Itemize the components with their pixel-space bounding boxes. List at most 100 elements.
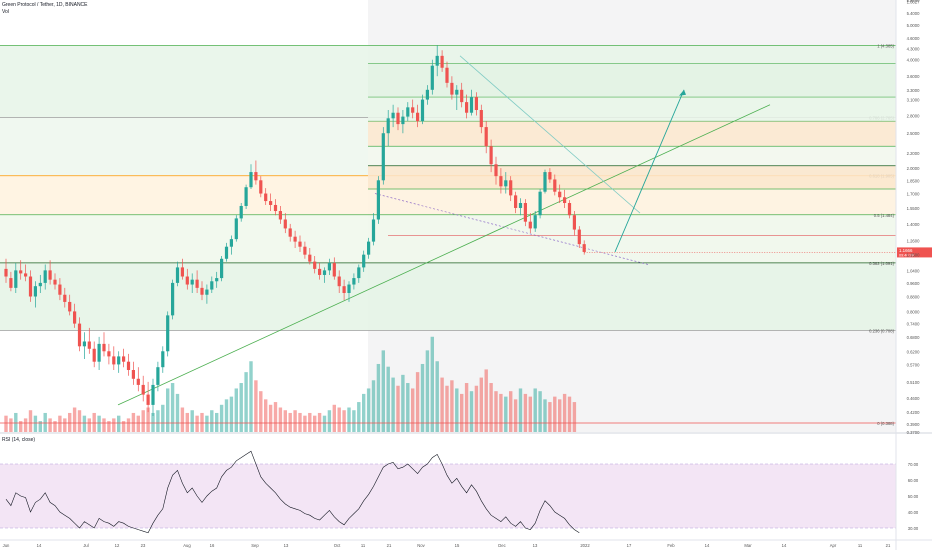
volume-bar <box>28 410 33 432</box>
candle-body <box>572 215 576 230</box>
volume-bar <box>43 412 47 432</box>
price-axis-tick: 4.6000 <box>907 36 920 41</box>
time-axis-tick: 21 <box>387 543 392 548</box>
volume-bar <box>126 418 131 432</box>
volume-bar <box>464 383 469 432</box>
candle-body <box>254 172 258 181</box>
candle-body <box>538 191 542 216</box>
volume-bar <box>543 399 547 432</box>
volume-bar <box>342 410 346 432</box>
volume-bar <box>528 396 532 432</box>
volume-bar <box>415 372 420 432</box>
volume-bar <box>450 380 454 432</box>
rsi-line <box>5 450 580 534</box>
volume-bar <box>332 404 336 432</box>
current-price-tag <box>897 247 932 258</box>
time-axis-tick: Mar <box>744 543 752 548</box>
candle-body <box>73 311 77 324</box>
candle-body <box>53 279 57 285</box>
candle-body <box>112 356 116 365</box>
candle-body <box>577 229 581 245</box>
time-axis-tick: 12 <box>115 543 120 548</box>
volume-bar <box>107 421 111 432</box>
candle-body <box>136 378 140 385</box>
volume-bar <box>538 391 542 432</box>
candle-body <box>107 351 111 357</box>
candle-body <box>440 55 444 68</box>
volume-bar <box>317 412 322 432</box>
volume-bar <box>308 412 312 432</box>
volume-bar <box>82 415 87 432</box>
volume-bar <box>298 412 302 432</box>
candle-body <box>322 270 327 275</box>
candle-body <box>175 267 180 283</box>
volume-bar <box>562 393 567 432</box>
volume-ref-label: 0 (0.388) <box>877 421 894 426</box>
price-axis-tick: 3.6000 <box>907 74 920 79</box>
volume-bar <box>396 385 400 432</box>
candle-body <box>523 203 527 222</box>
candle-body <box>77 323 82 347</box>
price-axis-tick: 1.0400 <box>907 268 920 273</box>
price-axis-tick: 3.1000 <box>907 98 920 103</box>
price-axis-tick: 0.4200 <box>907 410 920 415</box>
candle-body <box>308 254 312 262</box>
candle-body <box>391 112 395 119</box>
volume-bar <box>347 407 351 432</box>
volume-bar <box>244 372 248 432</box>
price-axis-tick: 2.5000 <box>907 131 920 136</box>
volume-bar <box>175 393 180 432</box>
candle-body <box>406 107 410 117</box>
time-axis-tick: Oct <box>334 543 341 548</box>
candle-body <box>445 67 449 83</box>
time-axis-tick: Nov <box>417 543 425 548</box>
candle-body <box>122 356 126 362</box>
volume-bar <box>278 407 283 432</box>
volume-bar <box>567 396 572 432</box>
candle-body <box>489 146 493 165</box>
candle-body <box>430 65 434 90</box>
candle-body <box>273 204 278 212</box>
volume-bar <box>229 396 234 432</box>
volume-bar <box>200 412 204 432</box>
candle-body <box>92 348 96 362</box>
rsi-axis-tick: 30.00 <box>908 526 919 531</box>
volume-bar <box>190 410 194 432</box>
candle-body <box>509 180 513 196</box>
time-axis-tick: 23 <box>141 543 146 548</box>
volume-bar <box>283 410 287 432</box>
rsi-axis-tick: 60.00 <box>908 478 919 483</box>
time-axis-tick: 15 <box>455 543 460 548</box>
candle-body <box>166 315 170 352</box>
candle-body <box>479 110 483 128</box>
volume-bar <box>9 418 13 432</box>
volume-bar <box>293 410 297 432</box>
volume-bar <box>14 412 18 432</box>
price-axis-tick: 0.3700 <box>907 430 920 435</box>
volume-bar <box>411 388 415 432</box>
candle-body <box>9 278 13 288</box>
price-axis-tick: 1.2600 <box>907 238 920 243</box>
candle-body <box>553 179 557 192</box>
volume-bar <box>391 377 395 432</box>
price-axis-tick: 1.1500 <box>907 253 920 258</box>
candle-body <box>38 282 42 287</box>
price-axis-tick: 1.4000 <box>907 222 920 227</box>
volume-bar <box>264 399 268 432</box>
candle-body <box>357 267 361 279</box>
time-axis-tick: 11 <box>858 543 863 548</box>
candle-body <box>318 268 322 275</box>
volume-bar <box>185 412 189 432</box>
price-axis-tick: 1.5500 <box>907 206 920 211</box>
candle-body <box>87 341 91 349</box>
candle-body <box>352 278 356 285</box>
candle-body <box>543 172 547 192</box>
candle-body <box>180 267 184 277</box>
volume-bar <box>92 412 96 432</box>
volume-bar <box>313 415 317 432</box>
candle-body <box>465 102 469 113</box>
volume-bar <box>469 391 474 432</box>
fib-band-2 <box>368 146 896 166</box>
candle-body <box>82 341 86 347</box>
